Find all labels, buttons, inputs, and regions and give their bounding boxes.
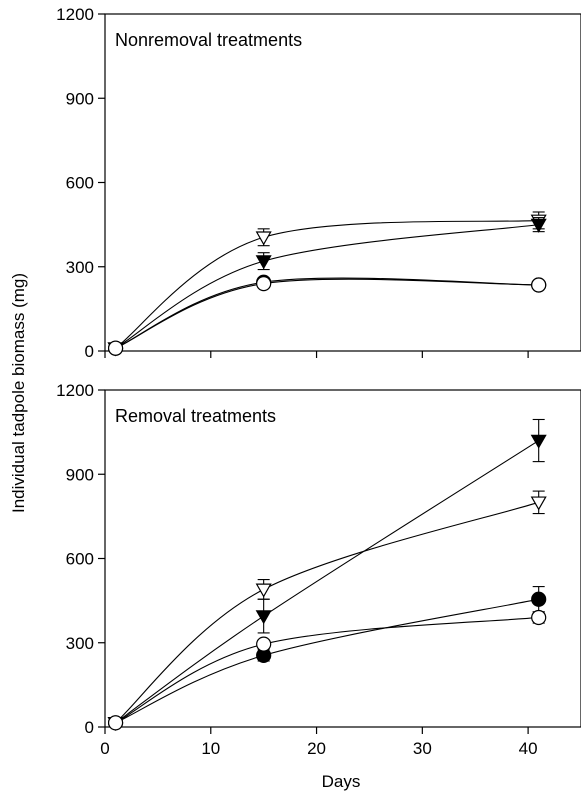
panel-frame	[104, 13, 581, 352]
x-tick-label: 20	[307, 739, 326, 758]
data-point	[531, 609, 547, 626]
y-tick-label: 300	[66, 258, 94, 277]
series-filled-triangle-down	[107, 418, 547, 731]
y-tick-label: 1200	[56, 381, 94, 400]
series-open-circle	[107, 276, 547, 356]
series-open-circle	[107, 609, 547, 731]
data-point	[255, 583, 272, 598]
data-point	[256, 636, 272, 652]
series-line	[115, 219, 539, 349]
data-point	[530, 434, 547, 449]
x-tick-label: 40	[519, 739, 538, 758]
data-point	[256, 276, 272, 292]
y-tick-label: 300	[66, 634, 94, 653]
panel-title: Nonremoval treatments	[115, 30, 302, 50]
series-line	[115, 616, 539, 724]
data-point	[531, 277, 547, 293]
y-tick-label: 0	[85, 342, 94, 361]
y-axis-title: Individual tadpole biomass (mg)	[9, 273, 28, 513]
y-tick-label: 600	[66, 174, 94, 193]
data-point	[107, 340, 124, 356]
x-axis-title: Days	[322, 772, 361, 791]
y-tick-label: 900	[66, 89, 94, 108]
panel-1: 0 300 600 900 1200 Nonremoval treatments	[56, 5, 581, 361]
y-tick-label: 0	[85, 718, 94, 737]
series-filled-circle	[107, 586, 547, 731]
series-line	[115, 278, 539, 349]
data-point	[255, 231, 272, 246]
x-tick-label: 0	[100, 739, 109, 758]
series-line	[115, 224, 539, 349]
series-open-triangle-down	[107, 211, 547, 357]
y-tick-label: 1200	[56, 5, 94, 24]
x-tick-label: 30	[413, 739, 432, 758]
series-filled-triangle-down	[107, 217, 547, 357]
data-point	[530, 218, 547, 233]
y-tick-label: 600	[66, 550, 94, 569]
data-point	[107, 715, 124, 731]
series-line	[115, 440, 539, 724]
series-line	[115, 598, 539, 724]
data-point	[255, 610, 272, 625]
data-point	[255, 255, 272, 270]
x-tick-label: 10	[201, 739, 220, 758]
data-point	[530, 496, 547, 511]
data-point	[531, 591, 547, 607]
panel-2: 0 300 600 900 1200 0 10 20 30 40 Removal treatment…	[56, 381, 581, 758]
panel-title: Removal treatments	[115, 406, 276, 426]
y-tick-label: 900	[66, 465, 94, 484]
